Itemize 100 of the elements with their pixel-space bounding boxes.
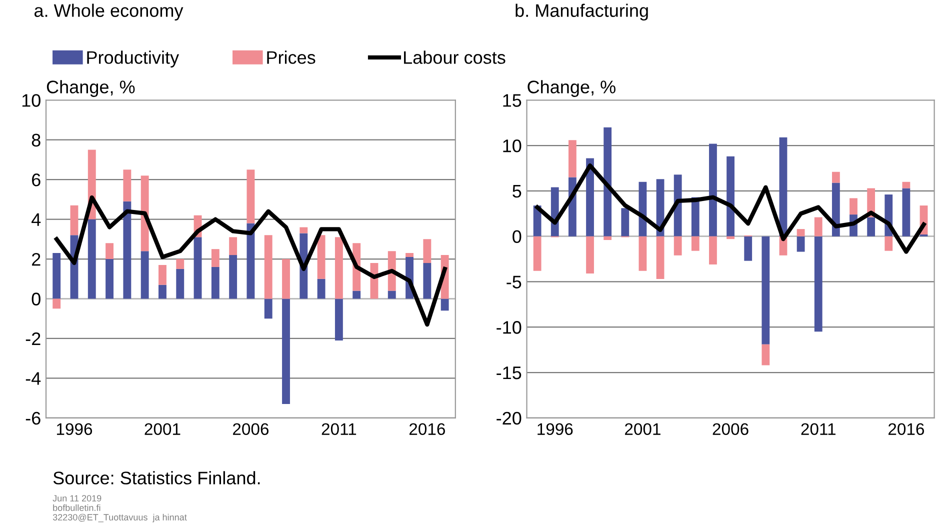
bar	[691, 236, 700, 251]
bar	[586, 158, 594, 236]
bar	[423, 239, 432, 263]
bar	[744, 236, 752, 261]
bar	[406, 253, 414, 258]
bar	[352, 290, 361, 299]
y-tick-label: -2	[26, 332, 40, 346]
y-tick-label: -10	[496, 321, 522, 334]
text: bofbulletin.fi	[53, 504, 100, 511]
bar	[762, 344, 770, 366]
x-tick-label: 2001	[625, 423, 660, 436]
chart-title: a. Whole economy	[34, 4, 184, 21]
y-tick-label: 15	[503, 94, 522, 107]
bar	[194, 237, 202, 299]
bar	[70, 205, 78, 236]
bar	[638, 236, 647, 271]
bar	[246, 223, 255, 299]
x-tick-label: 2016	[409, 423, 445, 436]
bar	[300, 227, 308, 234]
bar	[533, 236, 542, 271]
bar	[440, 298, 449, 311]
bar	[902, 188, 910, 236]
bar	[158, 284, 166, 299]
bar	[388, 290, 396, 299]
bar	[282, 298, 290, 404]
y-tick-label: 8	[32, 134, 40, 147]
bar	[604, 127, 612, 236]
bar	[106, 243, 114, 260]
line-series	[535, 163, 926, 254]
x-tick-label: 2006	[712, 423, 748, 436]
text: Jun 11 2019	[52, 495, 102, 502]
bar	[423, 262, 432, 299]
y-axis-title: Change, %	[528, 80, 616, 97]
bar	[621, 208, 630, 236]
y-tick-label: 4	[32, 213, 41, 226]
bar	[814, 236, 822, 332]
x-tick-label: 2001	[144, 423, 180, 436]
bar	[88, 219, 96, 299]
bar	[264, 298, 272, 319]
x-tick-label: 2011	[322, 423, 356, 436]
bar	[709, 144, 717, 236]
bar	[832, 172, 840, 183]
y-tick-label: -5	[506, 276, 522, 288]
bar	[850, 198, 858, 215]
legend-label: Productivity	[87, 50, 180, 68]
y-tick-label: 10	[22, 94, 40, 107]
bar	[884, 236, 893, 251]
bar	[726, 156, 734, 236]
bar	[140, 251, 149, 299]
y-tick-label: 0	[512, 230, 522, 244]
bar	[568, 140, 576, 178]
x-tick-label: 2016	[888, 423, 924, 436]
y-tick-label: 5	[512, 185, 522, 198]
bar	[762, 236, 770, 344]
bar	[317, 278, 326, 299]
bar	[317, 235, 326, 279]
bar	[902, 182, 910, 188]
bar	[796, 229, 805, 236]
bar	[264, 235, 272, 299]
source-note: Source: Statistics Finland.	[53, 471, 260, 484]
x-tick-label: 1996	[538, 423, 573, 436]
bar	[334, 237, 343, 299]
y-tick-label: -15	[496, 366, 522, 380]
y-tick-label: 6	[32, 174, 40, 186]
y-tick-label: 0	[32, 292, 40, 306]
bar	[123, 170, 132, 202]
y-tick-label: 10	[503, 139, 522, 152]
legend-label: Prices	[267, 50, 316, 64]
bar	[211, 249, 220, 267]
bar	[796, 236, 805, 252]
bar	[229, 237, 238, 256]
line-series	[54, 195, 447, 327]
bar	[158, 264, 166, 285]
bar	[211, 266, 220, 299]
bar	[814, 217, 822, 236]
bar	[726, 236, 734, 240]
x-tick-label: 2006	[233, 423, 269, 436]
bar	[176, 259, 184, 269]
bar	[123, 201, 132, 299]
bar	[604, 236, 612, 240]
y-tick-label: -20	[496, 412, 522, 425]
y-tick-label: -6	[26, 412, 40, 425]
bar	[656, 236, 664, 279]
bar	[176, 268, 184, 299]
bar	[674, 236, 682, 256]
x-tick-label: 2011	[801, 423, 836, 436]
chart-title: b. Manufacturing	[516, 4, 648, 21]
bar	[106, 259, 114, 299]
y-tick-label: 2	[32, 252, 40, 266]
bar	[674, 174, 682, 236]
bar	[709, 236, 717, 264]
bar	[52, 253, 61, 299]
bar	[586, 236, 594, 274]
bar	[334, 298, 343, 340]
bar	[52, 298, 61, 309]
bar	[246, 170, 255, 224]
bar	[832, 182, 840, 236]
legend-label: Labour costs	[404, 50, 506, 64]
bar	[229, 255, 238, 299]
y-axis-title: Change, %	[46, 80, 135, 97]
